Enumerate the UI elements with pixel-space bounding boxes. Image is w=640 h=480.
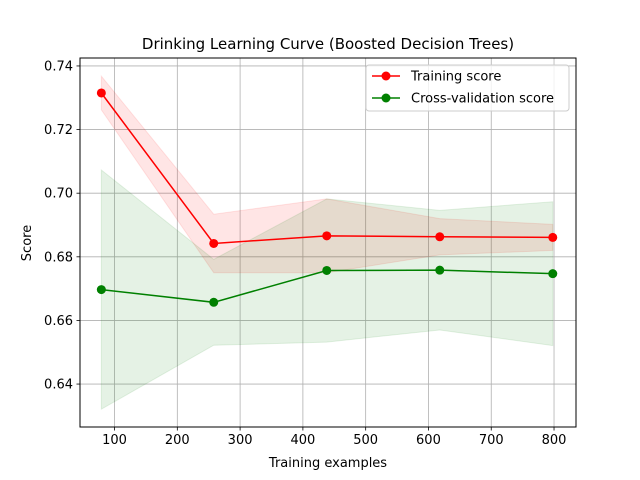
x-tick-label: 400 <box>290 433 315 448</box>
data-point-cross-validation <box>96 285 106 295</box>
axes-frame <box>79 57 577 428</box>
legend-label-cross-validation: Cross-validation score <box>411 92 554 107</box>
confidence-band-training <box>100 74 554 274</box>
legend-entry-cross-validation: Cross-validation score <box>372 92 554 107</box>
x-tick-label: 600 <box>416 433 441 448</box>
y-tick-label: 0.66 <box>44 314 73 329</box>
x-tick-label: 300 <box>228 433 253 448</box>
x-tick-label: 700 <box>479 433 504 448</box>
data-point-training <box>548 232 558 242</box>
legend-marker-cross-validation <box>381 93 391 103</box>
confidence-band-cross-validation <box>100 168 554 411</box>
x-tick-label: 500 <box>353 433 378 448</box>
ticks: 100 200 300 400 500 600 700 800 0.64 0.66 0.68 0.70… <box>44 59 566 448</box>
data-point-cross-validation <box>435 265 445 275</box>
data-point-training <box>435 232 445 242</box>
y-tick-label: 0.64 <box>44 378 73 393</box>
y-tick-label: 0.72 <box>44 123 73 138</box>
x-tick-label: 200 <box>165 433 190 448</box>
series-points <box>96 88 558 307</box>
x-tick-label: 800 <box>542 433 567 448</box>
confidence-bands <box>100 74 554 411</box>
legend: Training score Cross-validation score <box>365 64 570 112</box>
data-point-training <box>96 88 106 98</box>
legend-marker-training <box>381 71 391 81</box>
grid <box>80 58 576 427</box>
chart-title: Drinking Learning Curve (Boosted Decisio… <box>142 35 514 53</box>
y-tick-label: 0.70 <box>44 187 73 202</box>
legend-entry-training: Training score <box>372 70 501 85</box>
x-axis-label: Training examples <box>268 456 387 471</box>
legend-label-training: Training score <box>410 70 501 85</box>
y-axis-label: Score <box>20 225 35 261</box>
x-tick-label: 100 <box>102 433 127 448</box>
legend-box <box>365 64 570 112</box>
data-point-training <box>322 231 332 241</box>
data-point-cross-validation <box>548 269 558 279</box>
data-point-cross-validation <box>322 265 332 275</box>
data-point-training <box>209 238 219 248</box>
y-tick-label: 0.74 <box>44 59 73 74</box>
data-point-cross-validation <box>209 297 219 307</box>
y-tick-label: 0.68 <box>44 250 73 265</box>
